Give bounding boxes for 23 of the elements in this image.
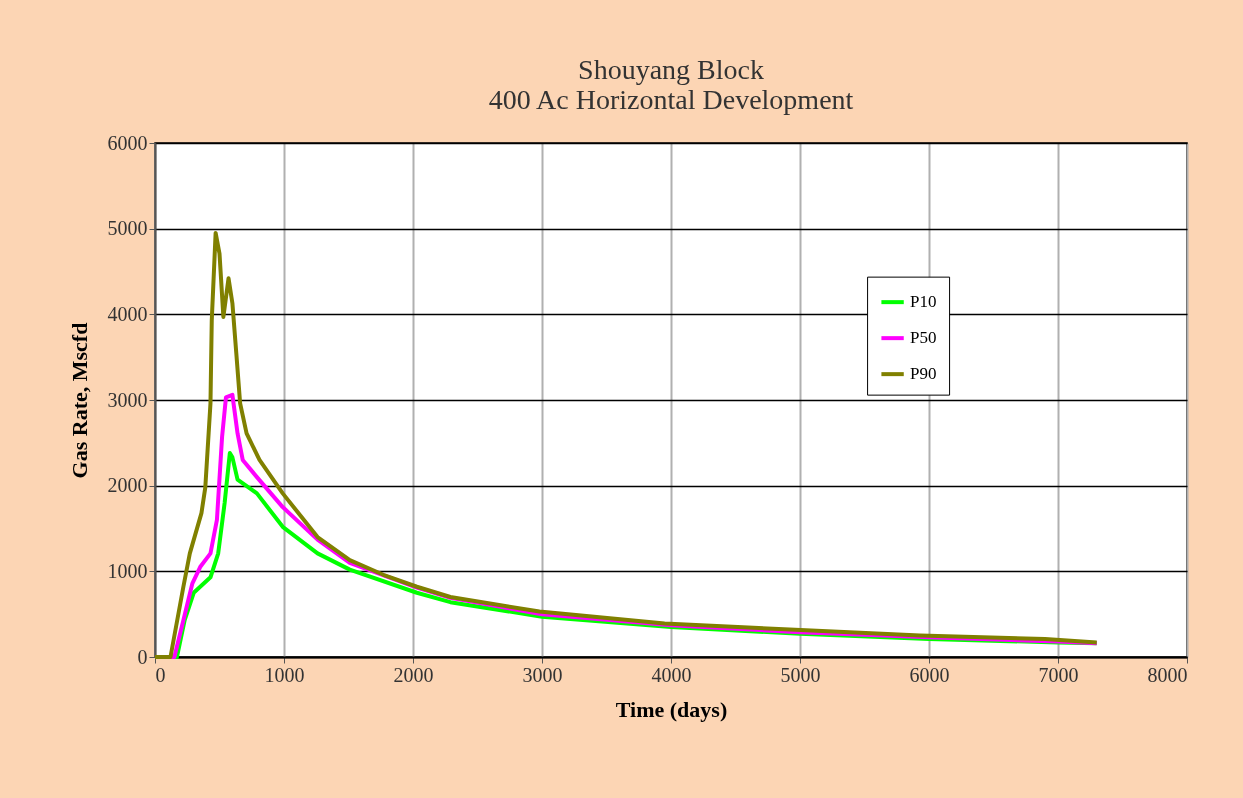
y-tick-label: 5000 <box>107 217 148 240</box>
x-tick-label: 7000 <box>1038 663 1079 686</box>
x-tick-label: 2000 <box>393 663 434 686</box>
legend-label: P10 <box>910 292 937 312</box>
text: Shouyang Block <box>578 54 764 85</box>
x-tick-label: 6000 <box>909 663 950 686</box>
y-tick-label: 6000 <box>107 131 148 154</box>
x-tick-label: 3000 <box>522 663 563 686</box>
x-tick-label: 8000 <box>1147 663 1188 686</box>
x-tick-label: 1000 <box>264 663 305 686</box>
x-tick-label: 0 <box>155 663 166 686</box>
y-tick-label: 0 <box>137 645 148 668</box>
legend-label: P50 <box>910 328 937 348</box>
legend-label: P90 <box>910 364 937 384</box>
y-tick-label: 1000 <box>107 559 148 582</box>
y-tick-label: 4000 <box>107 302 148 325</box>
x-tick-label: 5000 <box>780 663 821 686</box>
x-tick-label: 4000 <box>651 663 692 686</box>
y-tick-label: 2000 <box>107 474 148 497</box>
text: 400 Ac Horizontal Development <box>488 84 854 115</box>
y-tick-label: 3000 <box>107 388 148 411</box>
x-axis-title: Time (days) <box>615 696 728 722</box>
y-axis-title: Gas Rate, Mscfd <box>66 322 92 479</box>
